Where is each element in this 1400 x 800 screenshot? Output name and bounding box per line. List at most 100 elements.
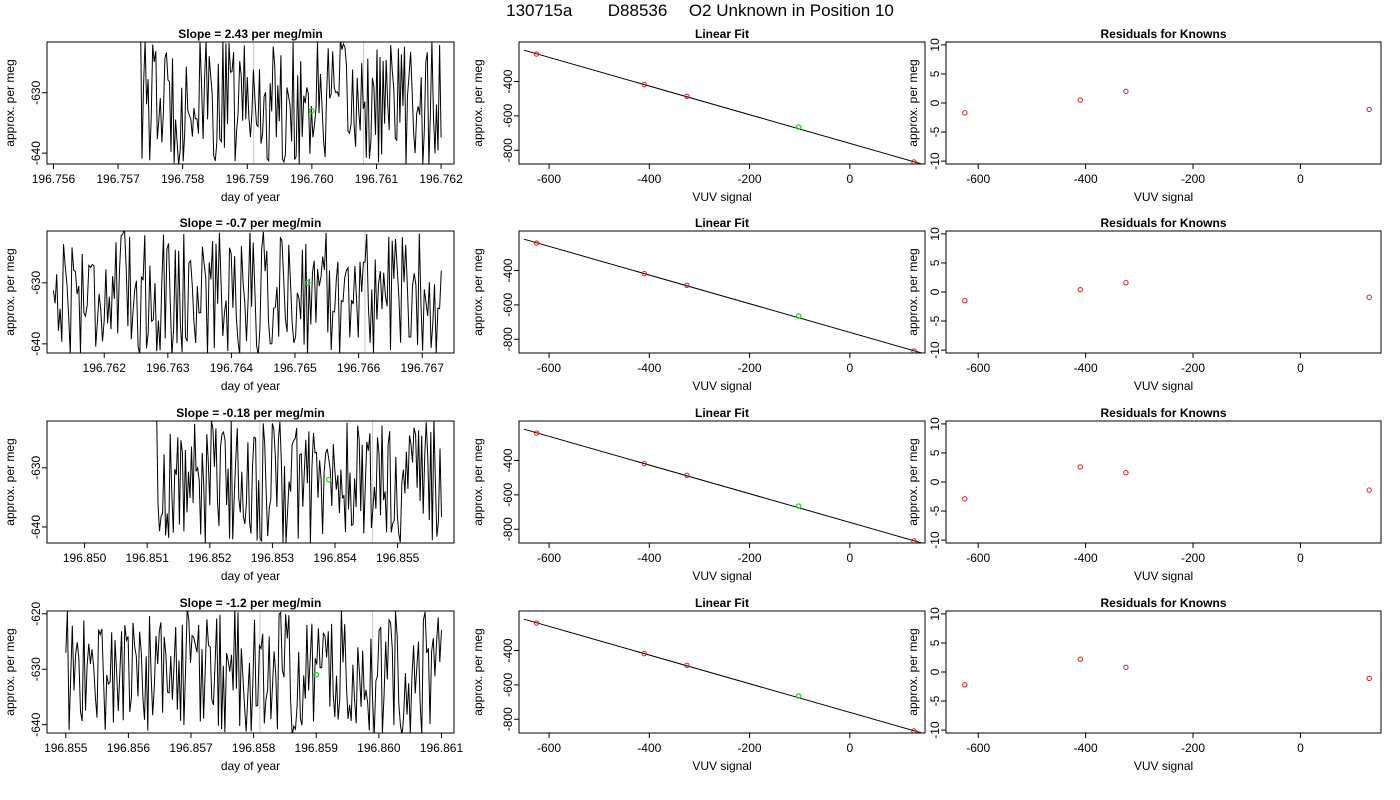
residual-point	[1077, 464, 1083, 470]
fit-y-tick-label: -800	[501, 138, 515, 162]
fit-y-tick-label: -600	[501, 293, 515, 317]
timeseries-x-tick-label: 196.850	[63, 551, 107, 565]
fit-x-tick-label: -200	[738, 741, 762, 755]
timeseries-x-tick-label: 196.856	[107, 741, 151, 755]
residuals-xlabel: VUV signal	[1134, 379, 1193, 393]
residuals-frame	[945, 610, 1382, 734]
fit-title: Linear Fit	[695, 406, 749, 420]
known-point	[911, 348, 917, 353]
residuals-title: Residuals for Knowns	[1100, 406, 1226, 420]
timeseries-x-tick-label: 196.852	[188, 551, 232, 565]
residual-point	[1077, 97, 1083, 103]
unknown-point	[795, 693, 802, 699]
known-point	[641, 270, 648, 277]
fit-xlabel: VUV signal	[692, 379, 751, 393]
timeseries-trace	[52, 231, 442, 353]
timeseries-x-tick-label: 196.859	[295, 741, 339, 755]
timeseries-panel-4-plot-area	[65, 611, 442, 733]
residuals-x-tick-label: -600	[966, 172, 990, 186]
fit-line	[523, 618, 924, 733]
residual-point	[962, 110, 968, 116]
known-point	[533, 620, 540, 626]
residual-point	[1366, 294, 1372, 300]
mean-marker	[304, 280, 311, 286]
fit-x-tick-label: -400	[637, 551, 661, 565]
mean-marker	[325, 476, 332, 483]
residuals-y-tick-label: 5	[928, 259, 942, 266]
main-title: 130715a D88536 O2 Unknown in Position 10	[0, 0, 1400, 22]
fit-xlabel: VUV signal	[692, 759, 751, 773]
timeseries-x-tick-label: 196.764	[210, 361, 254, 375]
fit-panel-4: -600 -400 -200 0 -400 -600 -800 Linear Fit VUV s…	[471, 596, 926, 773]
fit-frame	[518, 420, 926, 544]
residuals-panel-3-plot-area	[962, 464, 1372, 502]
timeseries-xlabel: day of year	[221, 379, 280, 393]
timeseries-x-tick-label: 196.854	[313, 551, 357, 565]
fit-line	[523, 49, 924, 164]
residuals-x-tick-label: -400	[1074, 172, 1098, 186]
residuals-x-tick-label: -600	[966, 741, 990, 755]
fit-y-tick-label: -600	[501, 673, 515, 697]
residuals-y-tick-label: -5	[928, 695, 942, 706]
position-label: O2 Unknown in Position 10	[688, 1, 894, 20]
timeseries-frame	[46, 420, 455, 544]
residuals-xlabel: VUV signal	[1134, 759, 1193, 773]
tank-id: D88536	[607, 1, 668, 20]
fit-y-tick-label: -400	[501, 258, 515, 282]
fit-x-tick-label: -600	[537, 551, 561, 565]
fit-x-tick-label: 0	[846, 172, 853, 186]
fit-y-tick-label: -800	[501, 707, 515, 731]
residuals-x-tick-label: -600	[966, 361, 990, 375]
fit-frame	[518, 230, 926, 354]
fit-x-tick-label: -400	[637, 741, 661, 755]
fit-frame	[518, 610, 926, 734]
timeseries-x-tick-label: 196.861	[420, 741, 464, 755]
mean-marker	[313, 671, 320, 678]
fit-y-tick-label: -400	[501, 448, 515, 472]
residuals-y-tick-label: -10	[928, 152, 942, 170]
unknown-point	[795, 124, 802, 130]
known-point	[684, 93, 690, 99]
residual-point	[1077, 286, 1083, 293]
timeseries-x-tick-label: 196.756	[32, 172, 76, 186]
residuals-ylabel: approx. per meg	[906, 628, 920, 715]
known-point	[641, 650, 648, 657]
timeseries-ylabel: approx. per meg	[3, 59, 17, 146]
residual-point	[962, 496, 968, 502]
timeseries-xlabel: day of year	[221, 569, 280, 583]
unknown-point	[795, 503, 802, 509]
residuals-y-tick-label: -10	[928, 341, 942, 359]
timeseries-panel-4: 196.855 196.856 196.857 196.858 196.859 196.8…	[3, 596, 463, 773]
residuals-y-tick-label: 10	[928, 38, 942, 52]
fit-line	[523, 428, 924, 543]
residuals-y-tick-label: 5	[928, 639, 942, 646]
residuals-frame	[945, 230, 1382, 354]
residuals-x-tick-label: 0	[1297, 741, 1304, 755]
timeseries-title: Slope = 2.43 per meg/min	[178, 27, 322, 41]
residual-point	[962, 298, 968, 304]
fit-x-tick-label: -600	[537, 361, 561, 375]
timeseries-panel-3: 196.850 196.851 196.852 196.853 196.854 196.8…	[3, 406, 455, 583]
residual-point	[1366, 106, 1372, 113]
residuals-y-tick-label: 0	[928, 668, 942, 675]
residual-point	[1123, 88, 1129, 95]
residuals-y-tick-label: -10	[928, 721, 942, 739]
known-point	[533, 240, 540, 246]
known-point	[641, 81, 648, 88]
timeseries-frame	[46, 41, 455, 165]
known-point	[911, 538, 917, 543]
fit-x-tick-label: -200	[738, 172, 762, 186]
timeseries-xlabel: day of year	[221, 190, 280, 204]
residual-point	[1366, 487, 1372, 493]
fit-panel-1: -600 -400 -200 0 -400 -600 -800 Linear Fit VUV s…	[471, 27, 926, 204]
timeseries-x-tick-label: 196.851	[125, 551, 169, 565]
fit-y-tick-label: -800	[501, 517, 515, 541]
residuals-y-tick-label: 0	[928, 478, 942, 485]
fit-ylabel: approx. per meg	[471, 628, 485, 715]
timeseries-panel-1-plot-area	[140, 42, 442, 164]
known-point	[911, 159, 917, 164]
fit-panel-4-plot-area	[523, 618, 924, 733]
timeseries-ylabel: approx. per meg	[3, 248, 17, 335]
fit-panel-3: -600 -400 -200 0 -400 -600 -800 Linear Fit VUV s…	[471, 406, 926, 583]
fit-y-tick-label: -400	[501, 69, 515, 93]
